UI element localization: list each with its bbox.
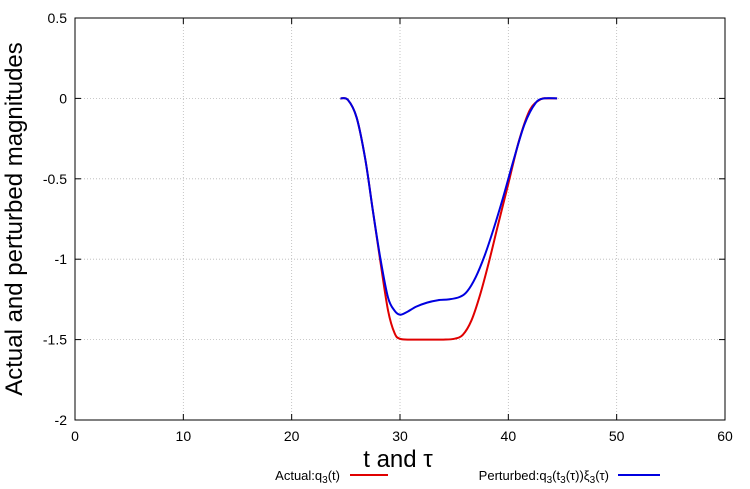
y-tick-label: 0 xyxy=(59,90,67,106)
tick-layer: 0 10 20 30 40 50 60 0.5 0 -0.5 -1 -1.5 -2 xyxy=(43,10,733,444)
x-tick-label: 40 xyxy=(501,428,517,444)
x-axis-title: t and τ xyxy=(363,446,433,473)
y-tick-label: -2 xyxy=(55,412,68,428)
x-tick-label: 10 xyxy=(176,428,192,444)
x-tick-label: 20 xyxy=(284,428,300,444)
x-tick-label: 60 xyxy=(717,428,733,444)
legend-label-perturbed: Perturbed:q3(t3(τ))ξ3(τ) xyxy=(479,468,609,486)
legend-label-actual: Actual:q3(t) xyxy=(275,468,340,486)
y-tick-label: -0.5 xyxy=(43,171,67,187)
series-layer xyxy=(340,97,558,341)
y-tick-label: 0.5 xyxy=(48,10,68,26)
series-line-perturbed xyxy=(340,97,558,316)
x-tick-label: 30 xyxy=(392,428,408,444)
y-axis-title: Actual and perturbed magnitudes xyxy=(1,42,28,396)
grid-layer xyxy=(75,18,725,420)
series-line-actual xyxy=(340,97,558,341)
x-tick-label: 0 xyxy=(71,428,79,444)
x-tick-label: 50 xyxy=(609,428,625,444)
y-tick-label: -1 xyxy=(55,251,68,267)
legend: Actual:q3(t) Perturbed:q3(t3(τ))ξ3(τ) xyxy=(275,468,660,486)
y-tick-label: -1.5 xyxy=(43,332,67,348)
